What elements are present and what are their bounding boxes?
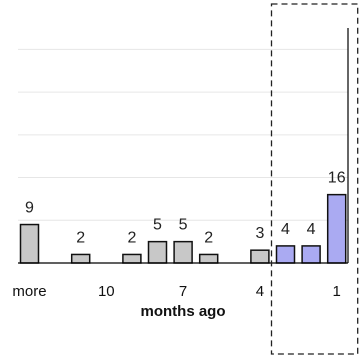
bar-9 <box>122 253 142 264</box>
value-label-11: 2 <box>76 229 85 246</box>
tick-label-1: 1 <box>333 283 341 300</box>
tick-label-more: more <box>12 283 46 300</box>
bar-8 <box>147 240 168 264</box>
bar-11 <box>70 253 91 264</box>
tick-label-7: 7 <box>179 283 187 300</box>
bar-2 <box>301 245 321 264</box>
x-axis-title: months ago <box>141 303 226 320</box>
bar-3 <box>275 245 296 264</box>
bar-7 <box>173 240 193 264</box>
x-tick-labels: more 10 7 4 1 <box>12 283 340 300</box>
highlight-region-box <box>270 3 359 355</box>
value-label-7: 5 <box>179 217 188 234</box>
value-labels: 92 25 52 3 4 416 <box>25 170 346 247</box>
value-label-9: 2 <box>127 229 136 246</box>
bar-1 <box>326 193 347 264</box>
tick-label-4: 4 <box>256 283 264 300</box>
bar-more <box>19 223 40 264</box>
value-label-1: 16 <box>328 170 346 187</box>
value-label-6: 2 <box>204 229 213 246</box>
value-label-8: 5 <box>153 217 162 234</box>
tick-label-10: 10 <box>98 283 115 300</box>
value-label-2: 4 <box>307 221 316 238</box>
grid-lines <box>18 48 348 221</box>
value-label-3: 4 <box>281 221 290 238</box>
bar-6 <box>198 253 219 264</box>
bar-4 <box>250 249 270 264</box>
value-label-4: 3 <box>255 225 264 242</box>
value-label-more: 9 <box>25 200 34 217</box>
